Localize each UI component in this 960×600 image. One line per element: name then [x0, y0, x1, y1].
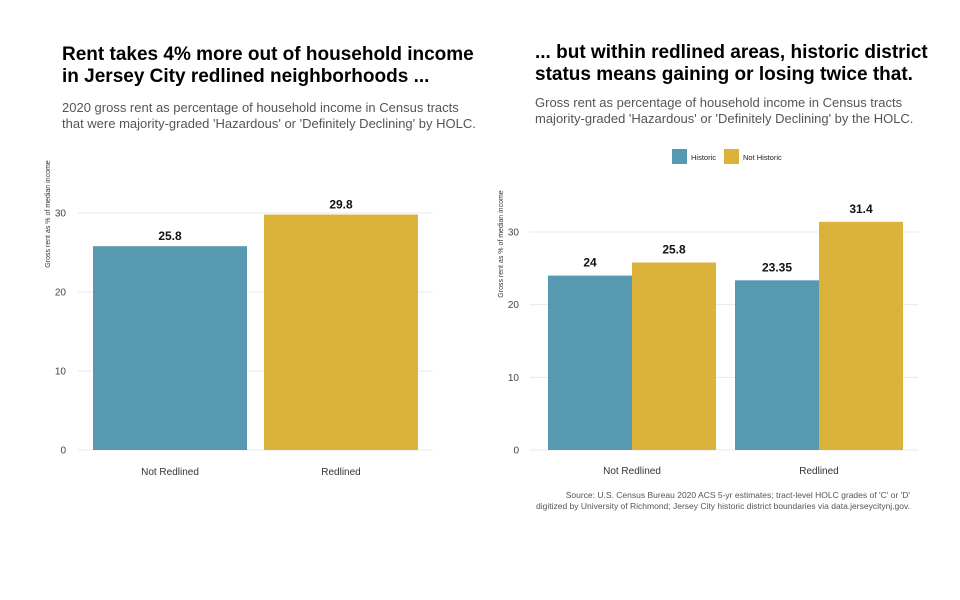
legend-label: Historic	[691, 153, 716, 162]
source-note-line-2: digitized by University of Richmond; Jer…	[536, 501, 910, 511]
left-chart-title-line-2: in Jersey City redlined neighborhoods ..…	[62, 66, 430, 87]
right-chart-subtitle: Gross rent as percentage of household in…	[535, 95, 913, 127]
right-chart-title: ... but within redlined areas, historic …	[535, 42, 928, 86]
bar	[632, 262, 716, 450]
left-chart-subtitle-line-1: 2020 gross rent as percentage of househo…	[62, 100, 459, 115]
bar-value-label: 23.35	[762, 260, 792, 274]
left-chart-title-line-1: Rent takes 4% more out of household inco…	[62, 44, 474, 65]
bar	[548, 275, 632, 450]
x-category-label: Not Redlined	[141, 467, 199, 478]
bar	[819, 221, 903, 450]
legend-label: Not Historic	[743, 153, 782, 162]
bar-value-label: 31.4	[849, 202, 873, 216]
bar	[264, 214, 418, 450]
bar	[735, 280, 819, 450]
y-tick-label: 10	[508, 373, 520, 384]
y-tick-label: 30	[508, 228, 520, 239]
bar-value-label: 24	[583, 256, 597, 270]
legend-swatch	[672, 149, 687, 164]
left-chart-subtitle-line-2: that were majority-graded 'Hazardous' or…	[62, 116, 476, 131]
y-tick-label: 0	[513, 446, 519, 457]
bar	[93, 246, 247, 450]
y-tick-label: 30	[55, 209, 67, 220]
bar-value-label: 25.8	[662, 243, 686, 257]
source-note-line-1: Source: U.S. Census Bureau 2020 ACS 5-yr…	[565, 490, 910, 500]
bar-value-label: 25.8	[158, 229, 182, 243]
x-category-label: Redlined	[799, 466, 838, 477]
y-tick-label: 20	[55, 288, 67, 299]
right-chart-subtitle-line-2: majority-graded 'Hazardous' or 'Definite…	[535, 111, 914, 126]
source-note: Source: U.S. Census Bureau 2020 ACS 5-yr…	[450, 490, 910, 512]
bar-value-label: 29.8	[329, 198, 353, 212]
y-axis-title: Gross rent as % of median income	[45, 160, 52, 267]
legend-swatch	[724, 149, 739, 164]
x-category-label: Redlined	[321, 467, 360, 478]
right-chart-subtitle-line-1: Gross rent as percentage of household in…	[535, 95, 903, 110]
right-chart-title-line-2: status means gaining or losing twice tha…	[535, 64, 913, 85]
y-axis-title: Gross rent as % of median income	[498, 190, 505, 297]
left-chart-title: Rent takes 4% more out of household inco…	[62, 44, 474, 88]
y-tick-label: 20	[508, 300, 520, 311]
y-tick-label: 0	[60, 446, 66, 457]
left-chart-subtitle: 2020 gross rent as percentage of househo…	[62, 100, 476, 132]
right-chart-title-line-1: ... but within redlined areas, historic …	[535, 42, 928, 63]
y-tick-label: 10	[55, 367, 67, 378]
x-category-label: Not Redlined	[603, 466, 661, 477]
